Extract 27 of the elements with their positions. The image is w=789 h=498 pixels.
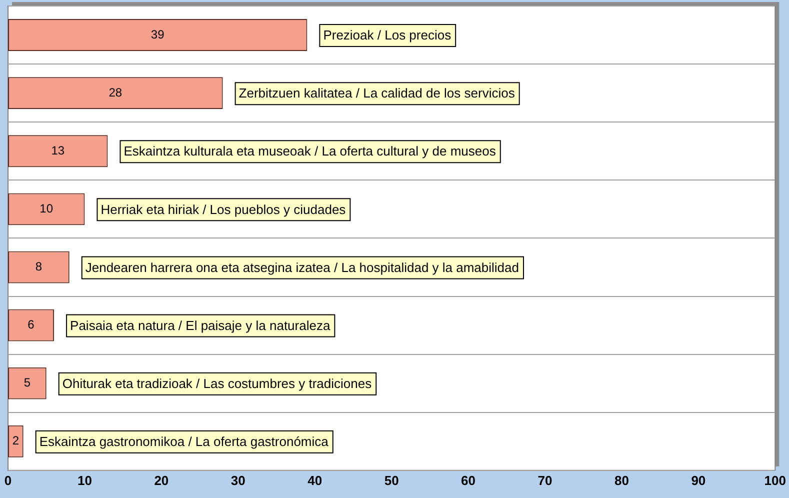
x-tick-label: 80 — [614, 472, 629, 488]
data-label: 28 — [108, 85, 122, 100]
x-tick-label: 90 — [691, 472, 706, 488]
data-label: 10 — [40, 201, 54, 216]
x-tick-label: 20 — [154, 472, 169, 488]
y-tick-label: Eskaintza kulturala eta museoak / La oferta cultural y de museos — [124, 144, 496, 159]
x-tick-label: 0 — [4, 472, 12, 488]
data-label: 5 — [24, 376, 31, 390]
x-tick-label: 100 — [764, 472, 786, 488]
data-label: 6 — [28, 318, 35, 332]
data-label: 39 — [150, 27, 165, 42]
y-tick-label: Eskaintza gastronomikoa / La oferta gastronómica — [39, 434, 330, 449]
x-tick-label: 60 — [461, 472, 476, 488]
x-tick-label: 30 — [230, 472, 246, 488]
x-tick-label: 50 — [384, 472, 399, 488]
y-tick-label: Ohiturak eta tradizioak / Las costumbres y tradiciones — [62, 376, 372, 391]
data-label: 8 — [35, 260, 42, 274]
x-tick-label: 10 — [77, 472, 92, 488]
data-label: 2 — [12, 434, 20, 448]
y-tick-label: Zerbitzuen kalitatea / La calidad de los servicios — [238, 86, 516, 101]
data-label: 13 — [51, 143, 65, 158]
x-tick-label: 40 — [308, 472, 322, 488]
y-tick-label: Paisaia eta natura / El paisaje y la naturaleza — [70, 318, 331, 333]
y-tick-label: Jendearen harrera ona eta atsegina izatea / La hospitalidad y la amabilidad — [85, 260, 520, 275]
y-tick-label: Herriak eta hiriak / Los pueblos y ciudades — [100, 202, 346, 217]
y-tick-label: Prezioak / Los precios — [323, 28, 452, 43]
x-tick-label: 70 — [538, 472, 552, 488]
